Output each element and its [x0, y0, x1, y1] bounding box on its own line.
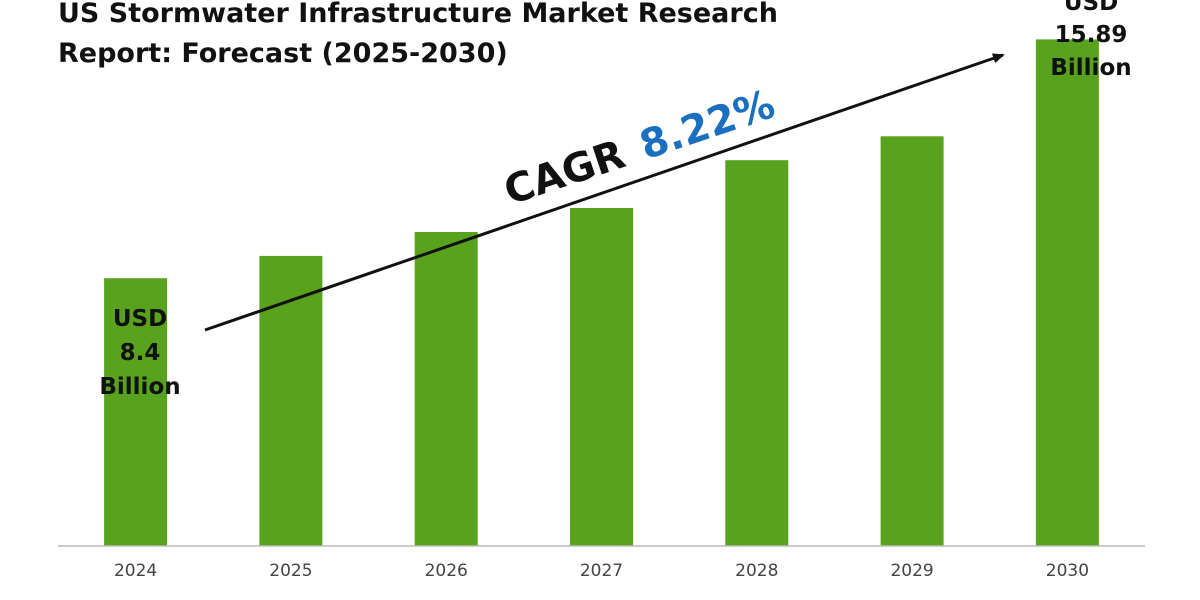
x-tick-label-2025: 2025 — [269, 561, 312, 581]
x-tick-label-2024: 2024 — [114, 561, 157, 581]
end-callout-line-1: USD — [1064, 0, 1118, 16]
start-callout-line-2: 8.4 — [120, 340, 161, 366]
cagr-word: CAGR — [499, 132, 631, 215]
bar-2025 — [259, 255, 323, 546]
chart-title-line-2: Report: Forecast (2025-2030) — [58, 38, 508, 69]
bar-2024 — [104, 278, 168, 546]
start-callout-line-3: Billion — [99, 374, 180, 400]
chart-title-line-1: US Stormwater Infrastructure Market Rese… — [58, 0, 778, 29]
x-tick-label-2030: 2030 — [1046, 561, 1089, 581]
start-callout-line-1: USD — [113, 306, 167, 332]
x-tick-label-2028: 2028 — [735, 561, 778, 581]
x-tick-labels: 2024 2025 2026 2027 2028 2029 2030 — [114, 561, 1089, 581]
bar-2028 — [725, 160, 789, 546]
bar-2026 — [414, 232, 478, 546]
bar-2029 — [880, 136, 944, 547]
end-callout-line-3: Billion — [1050, 55, 1131, 81]
x-tick-label-2027: 2027 — [580, 561, 623, 581]
x-tick-label-2029: 2029 — [890, 561, 933, 581]
trend-arrow — [204, 53, 1005, 332]
bar-2027 — [570, 208, 633, 546]
bar-2030 — [1035, 39, 1099, 547]
x-tick-label-2026: 2026 — [425, 561, 468, 581]
end-callout-line-2: 15.89 — [1055, 22, 1128, 48]
bars-group — [104, 39, 1099, 547]
